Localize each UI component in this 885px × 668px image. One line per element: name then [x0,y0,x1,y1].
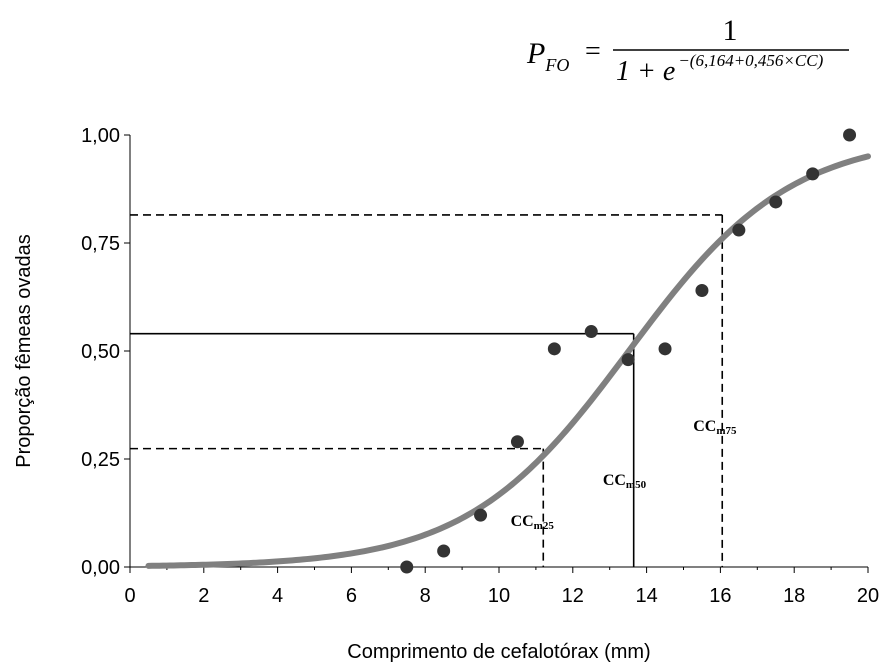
data-point [769,195,783,209]
x-tick-label: 0 [124,585,135,607]
ticks: 0 2 4 6 8 10 12 14 16 18 20 0,00 0,25 0,50 0,75 1,00 [81,125,879,607]
y-tick-label: 0,25 [81,449,120,471]
annotation-CCm25: CCm25 [511,513,555,532]
logistic-curve [145,153,871,569]
data-point [843,128,857,142]
data-point [437,544,451,558]
data-point [584,325,598,339]
reference-lines [130,214,724,567]
annotation-CCm50: CCm50 [603,472,647,491]
x-tick-label: 20 [857,585,879,607]
x-tick-label: 18 [783,585,805,607]
data-point [732,223,746,237]
y-axis-label: Proporção fêmeas ovadas [13,234,35,467]
y-tick-label: 1,00 [81,125,120,147]
points-layer [400,128,857,574]
x-tick-label: 8 [420,585,431,607]
x-tick-label: 2 [198,585,209,607]
x-tick-label: 4 [272,585,283,607]
data-point [621,353,635,367]
x-tick-label: 16 [709,585,731,607]
x-tick-label: 6 [346,585,357,607]
data-point [806,167,820,181]
y-tick-label: 0,00 [81,557,120,579]
data-point [695,284,709,298]
y-tick-label: 0,50 [81,341,120,363]
equation-numerator: 1 [723,14,738,47]
data-point [400,560,414,574]
equation-denominator: 1 + e −(6,164+0,456×CC) [616,51,824,87]
x-tick-label: 14 [635,585,657,607]
y-tick-label: 0,75 [81,233,120,255]
x-axis-label: Comprimento de cefalotórax (mm) [347,641,650,663]
equation-lhs: PFO [526,37,569,75]
data-point [547,342,561,356]
equation: PFO = 1 1 + e −(6,164+0,456×CC) [526,14,849,87]
data-point [510,435,524,449]
annotations: CCm25 CCm50 CCm75 [511,418,737,532]
x-tick-label: 12 [562,585,584,607]
curve-layer [145,153,871,569]
annotation-CCm75: CCm75 [693,418,737,437]
data-point [658,342,672,356]
equation-equals: = [585,36,601,67]
data-point [474,508,488,522]
x-tick-label: 10 [488,585,510,607]
